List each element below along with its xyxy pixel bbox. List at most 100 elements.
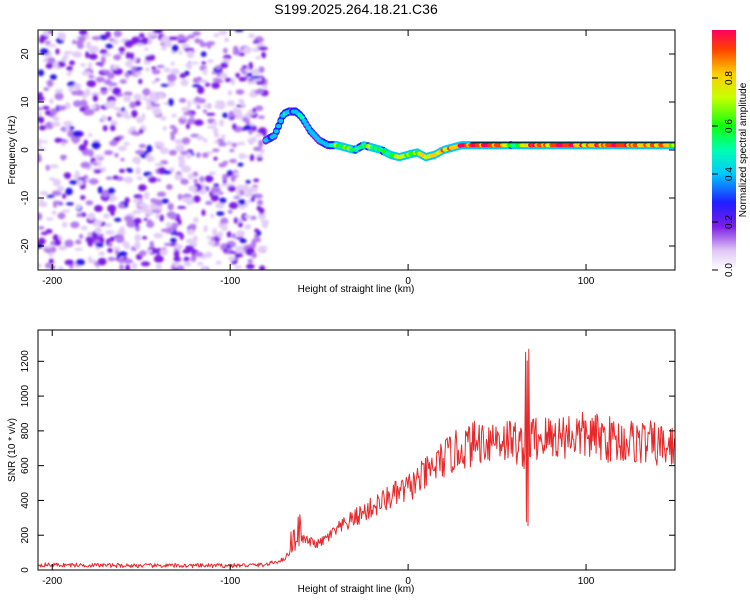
- noise-blob: [81, 99, 87, 108]
- noise-blob: [47, 44, 57, 48]
- noise-blob: [151, 80, 157, 84]
- noise-blob: [75, 259, 85, 266]
- noise-blob: [69, 60, 75, 66]
- noise-blob: [123, 94, 132, 103]
- noise-blob: [75, 170, 80, 177]
- noise-blob: [147, 219, 153, 226]
- noise-blob: [105, 176, 113, 180]
- noise-blob: [159, 214, 164, 222]
- noise-blob: [120, 158, 125, 162]
- noise-blob: [254, 193, 263, 199]
- snr-xlabel: Height of straight line (km): [298, 584, 415, 595]
- noise-blob: [246, 199, 252, 203]
- noise-blob: [233, 196, 241, 199]
- noise-blob: [134, 72, 142, 76]
- y-tick-label: -10: [20, 190, 31, 205]
- noise-blob: [257, 115, 265, 119]
- noise-blob: [38, 107, 44, 111]
- noise-blob: [113, 54, 122, 61]
- noise-blob: [137, 203, 145, 208]
- noise-blob: [262, 222, 269, 229]
- noise-blob: [247, 258, 253, 264]
- noise-blob: [199, 176, 205, 183]
- noise-blob: [54, 92, 64, 101]
- noise-blob: [194, 119, 204, 126]
- noise-blob: [185, 123, 191, 130]
- noise-blob: [85, 200, 94, 206]
- noise-blob: [197, 98, 206, 104]
- noise-blob: [88, 75, 95, 79]
- noise-blob: [181, 165, 192, 173]
- noise-blob: [38, 111, 42, 117]
- noise-blob: [215, 202, 225, 209]
- noise-blob: [230, 77, 236, 86]
- noise-blob: [175, 144, 185, 153]
- x-tick-label: 100: [578, 276, 595, 287]
- noise-blob: [200, 51, 207, 57]
- noise-blob: [57, 105, 67, 111]
- noise-blob: [65, 202, 75, 206]
- noise-blob: [120, 107, 126, 112]
- noise-blob: [192, 235, 198, 243]
- ridge-cell: [303, 122, 309, 127]
- noise-blob: [138, 250, 147, 257]
- noise-blob: [171, 113, 177, 118]
- x-tick-label: -100: [220, 276, 240, 287]
- noise-blob: [195, 152, 201, 158]
- noise-blob: [192, 84, 201, 88]
- noise-blob: [124, 197, 130, 204]
- noise-blob: [258, 127, 267, 135]
- noise-blob: [79, 106, 87, 112]
- noise-blob: [181, 115, 187, 120]
- noise-blob: [235, 89, 245, 95]
- spectrogram-ridge-layer: [262, 107, 675, 162]
- noise-blob: [187, 34, 195, 39]
- y-tick-label: 600: [20, 457, 31, 474]
- noise-blob: [149, 240, 155, 249]
- noise-blob: [243, 192, 254, 198]
- noise-blob: [69, 180, 78, 185]
- noise-blob: [173, 250, 180, 258]
- noise-blob: [68, 85, 74, 93]
- noise-blob: [100, 56, 106, 65]
- noise-blob: [76, 40, 83, 49]
- y-tick-label: 10: [20, 96, 31, 108]
- noise-blob: [167, 202, 174, 211]
- noise-blob: [253, 146, 263, 152]
- noise-blob: [226, 101, 236, 107]
- noise-blob: [149, 91, 159, 99]
- noise-blob: [194, 251, 204, 257]
- noise-blob: [61, 139, 69, 144]
- noise-blob: [144, 47, 149, 52]
- noise-blob: [193, 178, 198, 184]
- y-tick-label: 200: [20, 526, 31, 543]
- x-tick-label: 100: [578, 576, 595, 587]
- noise-blob: [168, 98, 174, 107]
- noise-blob: [219, 197, 227, 204]
- noise-blob: [162, 126, 168, 131]
- noise-blob: [179, 73, 187, 79]
- noise-blob: [38, 37, 45, 44]
- noise-blob: [149, 202, 157, 211]
- noise-blob: [113, 137, 122, 142]
- y-tick-label: 0: [20, 567, 31, 573]
- noise-blob: [193, 217, 199, 224]
- noise-blob: [85, 88, 91, 97]
- noise-blob: [91, 141, 101, 150]
- noise-blob: [62, 221, 68, 228]
- noise-blob: [242, 46, 252, 54]
- noise-blob: [120, 109, 129, 117]
- noise-blob: [196, 261, 204, 266]
- noise-blob: [83, 110, 94, 116]
- noise-blob: [226, 231, 232, 238]
- noise-blob: [180, 178, 189, 185]
- noise-blob: [38, 143, 42, 147]
- noise-blob: [228, 202, 239, 209]
- noise-blob: [56, 61, 66, 68]
- noise-blob: [63, 50, 73, 55]
- noise-blob: [58, 245, 68, 251]
- noise-blob: [114, 152, 119, 158]
- noise-blob: [114, 217, 122, 222]
- noise-blob: [80, 195, 86, 201]
- noise-blob: [235, 114, 244, 120]
